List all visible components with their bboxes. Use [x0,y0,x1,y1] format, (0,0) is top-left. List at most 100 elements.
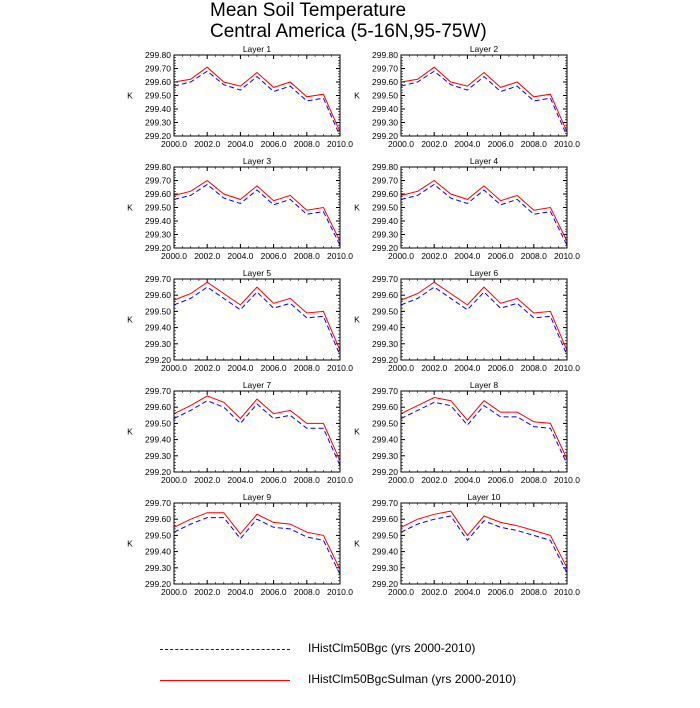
x-tick-label: 2006.0 [488,251,514,261]
x-tick-label: 2004.0 [454,587,480,597]
y-tick-label: 299.40 [372,547,398,557]
x-tick-label: 2002.0 [194,363,220,373]
y-axis-label: K [354,315,360,325]
y-tick-label: 299.60 [145,402,171,412]
panel-title: Layer 7 [243,380,272,390]
y-axis-label: K [354,427,360,437]
x-tick-label: 2004.0 [454,251,480,261]
y-tick-label: 299.40 [372,323,398,333]
series-line-bgc-sulman [173,281,341,351]
series-line-bgc [400,515,568,573]
panel-title: Layer 9 [243,492,272,502]
y-axis-label: K [127,91,133,101]
y-tick-label: 299.60 [372,189,398,199]
y-tick-label: 299.40 [145,216,171,226]
y-tick-label: 299.60 [372,77,398,87]
x-tick-label: 2004.0 [454,363,480,373]
panel-4: Layer 4 K 299.20 299.30 299.40 299.50 299.60 29… [354,156,580,261]
x-tick-label: 2006.0 [261,587,287,597]
panel-title: Layer 8 [470,380,499,390]
x-tick-label: 2010.0 [554,475,580,485]
y-tick-label: 299.50 [145,203,171,213]
x-tick-label: 2006.0 [261,251,287,261]
y-tick-label: 299.80 [145,162,171,172]
series-line-bgc [400,70,568,137]
y-tick-label: 299.70 [145,176,171,186]
x-tick-label: 2002.0 [421,363,447,373]
x-tick-label: 2000.0 [388,587,414,597]
x-tick-label: 2008.0 [521,475,547,485]
x-tick-label: 2004.0 [454,139,480,149]
y-axis-label: K [354,91,360,101]
y-tick-label: 299.50 [145,418,171,428]
series-line-bgc [173,183,341,246]
x-tick-label: 2004.0 [227,587,253,597]
y-axis-label: K [354,539,360,549]
x-tick-label: 2010.0 [327,139,353,149]
x-tick-label: 2008.0 [521,587,547,597]
panel-frame [400,502,568,585]
series-line-bgc-sulman [173,512,341,570]
legend-swatch-dashed-blue [160,649,290,650]
chart-title-line-1: Mean Soil Temperature [210,0,407,21]
x-tick-label: 2010.0 [327,251,353,261]
x-tick-label: 2000.0 [388,475,414,485]
y-tick-label: 299.70 [372,176,398,186]
y-tick-label: 299.70 [145,498,171,508]
y-tick-label: 299.80 [372,50,398,60]
x-tick-label: 2004.0 [227,475,253,485]
chart-title-line-2: Central America (5-16N,95-75W) [210,21,487,42]
y-tick-label: 299.60 [145,77,171,87]
x-tick-label: 2010.0 [554,587,580,597]
panel-frame [400,166,568,249]
y-tick-label: 299.70 [372,386,398,396]
y-tick-label: 299.30 [145,563,171,573]
panel-6: Layer 6 K 299.20 299.30 299.40 299.50 299.60 29… [354,268,580,373]
x-tick-label: 2000.0 [388,251,414,261]
y-tick-label: 299.60 [372,402,398,412]
y-tick-label: 299.70 [372,64,398,74]
y-tick-label: 299.50 [372,203,398,213]
x-tick-label: 2002.0 [194,587,220,597]
panel-5: Layer 5 K 299.20 299.30 299.40 299.50 299.60 29… [127,268,353,373]
series-line-bgc [173,286,341,356]
y-tick-label: 299.80 [372,162,398,172]
x-tick-label: 2002.0 [421,475,447,485]
panel-1: Layer 1 K 299.20 299.30 299.40 299.50 299.60 29… [127,44,353,149]
x-tick-label: 2008.0 [521,139,547,149]
series-line-bgc-sulman [173,179,341,242]
y-tick-label: 299.80 [145,50,171,60]
series-line-bgc-sulman [173,66,341,133]
x-tick-label: 2002.0 [421,587,447,597]
y-tick-label: 299.70 [372,498,398,508]
x-tick-label: 2006.0 [488,139,514,149]
x-tick-label: 2010.0 [327,587,353,597]
x-tick-label: 2008.0 [294,139,320,149]
y-tick-label: 299.30 [372,339,398,349]
series-line-bgc-sulman [173,395,341,461]
series-line-bgc [173,400,341,466]
y-tick-label: 299.40 [372,435,398,445]
series-line-bgc [400,286,568,356]
panel-frame [173,502,341,585]
legend-label-bgc-sulman: IHistClm50BgcSulman (yrs 2000-2010) [308,672,517,686]
series-line-bgc-sulman [400,281,568,351]
y-axis-label: K [127,315,133,325]
y-tick-label: 299.30 [145,118,171,128]
y-tick-label: 299.30 [145,339,171,349]
x-tick-label: 2006.0 [488,587,514,597]
y-tick-label: 299.20 [372,467,398,477]
y-tick-label: 299.60 [372,514,398,524]
panel-title: Layer 4 [470,156,499,166]
series-line-bgc [400,183,568,246]
y-axis-label: K [127,203,133,213]
x-tick-label: 2008.0 [521,251,547,261]
x-tick-label: 2008.0 [294,475,320,485]
panel-frame [400,54,568,137]
x-tick-label: 2000.0 [161,475,187,485]
series-line-bgc-sulman [400,179,568,242]
panel-title: Layer 10 [467,492,500,502]
y-tick-label: 299.50 [372,91,398,101]
y-tick-label: 299.40 [145,435,171,445]
